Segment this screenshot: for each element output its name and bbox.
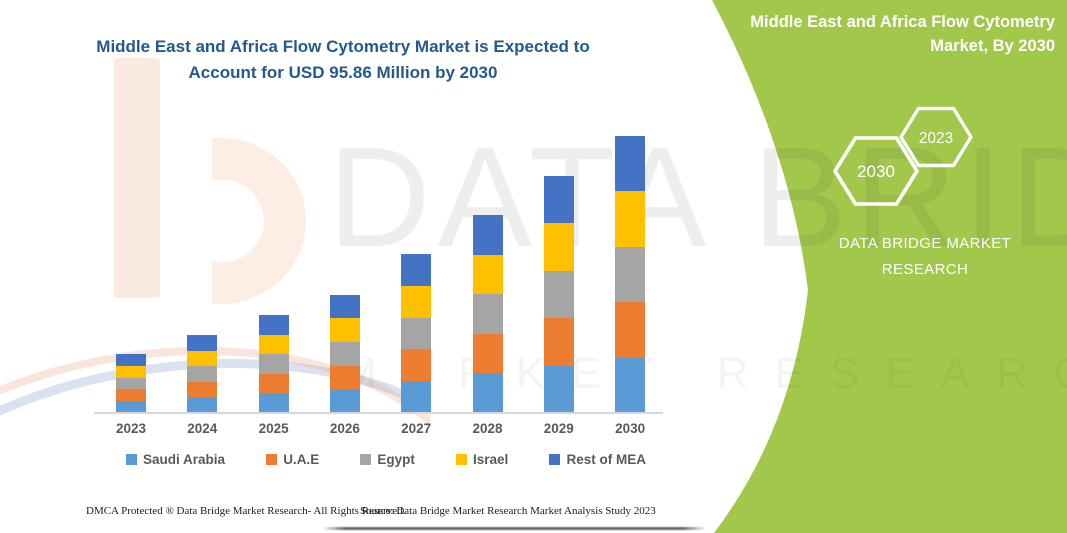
page-edge-line (322, 527, 706, 530)
bar-segment-israel-2025 (258, 334, 289, 355)
legend-item-egypt: Egypt (360, 452, 415, 467)
bar-segment-saudi-arabia-2023 (116, 401, 146, 413)
stacked-bar-2027 (401, 254, 432, 413)
legend-marker-icon (549, 454, 561, 465)
stacked-bar-2030 (615, 135, 646, 413)
hexagon-2023: 2023 (899, 106, 973, 168)
bar-segment-saudi-arabia-2028 (472, 373, 503, 413)
bar-segment-saudi-arabia-2029 (543, 365, 574, 413)
x-axis-label-2026: 2026 (329, 421, 360, 436)
legend-label: Saudi Arabia (143, 452, 226, 467)
x-axis-label-2025: 2025 (258, 421, 289, 436)
bar-segment-israel-2024 (187, 350, 218, 367)
x-axis-label-2030: 2030 (615, 421, 646, 436)
x-axis-line (94, 412, 663, 414)
stacked-bar-2029 (543, 176, 574, 413)
bar-segment-egypt-2028 (472, 294, 503, 334)
legend-item-israel: Israel (456, 452, 508, 467)
bar-segment-israel-2030 (615, 191, 646, 247)
stacked-bar-2025 (258, 315, 289, 413)
bar-segment-u-a-e-2030 (615, 302, 646, 358)
stacked-bar-2024 (187, 335, 218, 413)
bar-segment-u-a-e-2026 (329, 365, 360, 390)
bar-segment-israel-2026 (329, 318, 360, 342)
source-note: Source: Data Bridge Market Research Mark… (360, 505, 656, 517)
x-axis-label-2027: 2027 (401, 421, 432, 436)
bar-segment-israel-2029 (543, 223, 574, 271)
bar-segment-saudi-arabia-2024 (187, 397, 218, 413)
bar-segment-u-a-e-2025 (258, 373, 289, 394)
legend-marker-icon (126, 454, 137, 465)
x-axis-label-2029: 2029 (543, 421, 574, 436)
legend-label: U.A.E (283, 452, 320, 467)
legend-label: Egypt (377, 452, 415, 467)
chart-legend: Saudi Arabia U.A.E Egypt Israel Rest of MEA (126, 452, 646, 467)
bar-segment-u-a-e-2027 (401, 349, 432, 382)
bar-segment-rest-of-mea-2030 (615, 135, 646, 191)
chart-title: Middle East and Africa Flow Cytometry Ma… (96, 37, 590, 83)
bar-segment-saudi-arabia-2030 (615, 357, 646, 413)
bar-segment-egypt-2023 (116, 377, 146, 390)
x-axis-label-2023: 2023 (115, 421, 147, 436)
hexagon-2030: 2030 (833, 136, 919, 206)
bar-segment-rest-of-mea-2025 (258, 315, 289, 335)
bar-segment-rest-of-mea-2027 (401, 254, 432, 286)
bar-segment-u-a-e-2023 (116, 389, 146, 402)
bar-segment-egypt-2025 (258, 354, 289, 374)
bar-segment-rest-of-mea-2026 (329, 294, 360, 319)
bar-segment-egypt-2024 (187, 366, 218, 382)
legend-item-saudi-arabia: Saudi Arabia (126, 452, 225, 467)
brand-text: DATA BRIDGE MARKET RESEARCH (838, 235, 1012, 278)
bar-segment-egypt-2027 (401, 317, 432, 350)
bar-segment-egypt-2030 (615, 246, 646, 302)
bar-segment-u-a-e-2024 (187, 381, 218, 398)
bar-segment-israel-2023 (116, 365, 146, 378)
bar-segment-saudi-arabia-2026 (329, 389, 360, 413)
hexagon-2030-label: 2030 (857, 162, 895, 181)
stacked-bar-2028 (472, 215, 503, 413)
legend-label: Rest of MEA (566, 452, 646, 467)
bar-segment-saudi-arabia-2025 (258, 393, 289, 413)
bar-segment-u-a-e-2029 (543, 318, 574, 366)
bar-segment-rest-of-mea-2029 (543, 176, 574, 224)
bar-segment-egypt-2029 (543, 270, 574, 319)
bar-segment-egypt-2026 (329, 341, 360, 366)
dmca-notice: DMCA Protected ® Data Bridge Market Rese… (86, 505, 406, 517)
stacked-bar-2026 (329, 294, 360, 413)
bar-segment-israel-2027 (401, 285, 432, 318)
legend-item-rest-of-mea: Rest of MEA (549, 452, 646, 467)
legend-marker-icon (456, 454, 468, 465)
x-axis-label-2024: 2024 (187, 421, 218, 436)
bar-segment-rest-of-mea-2028 (472, 215, 503, 255)
stacked-bar-2023 (116, 354, 146, 413)
legend-marker-icon (360, 454, 372, 465)
bar-segment-u-a-e-2028 (472, 333, 503, 374)
bar-segment-rest-of-mea-2024 (187, 335, 218, 351)
bar-segment-rest-of-mea-2023 (116, 354, 146, 366)
legend-label: Israel (473, 452, 509, 467)
x-axis-label-2028: 2028 (472, 421, 503, 436)
hexagon-2023-label: 2023 (919, 130, 953, 147)
panel-title: Middle East and Africa Flow Cytometry Ma… (750, 13, 1055, 55)
legend-item-u-a-e: U.A.E (266, 452, 319, 467)
legend-marker-icon (266, 454, 278, 465)
bar-segment-israel-2028 (472, 254, 503, 295)
bar-segment-saudi-arabia-2027 (401, 381, 432, 413)
